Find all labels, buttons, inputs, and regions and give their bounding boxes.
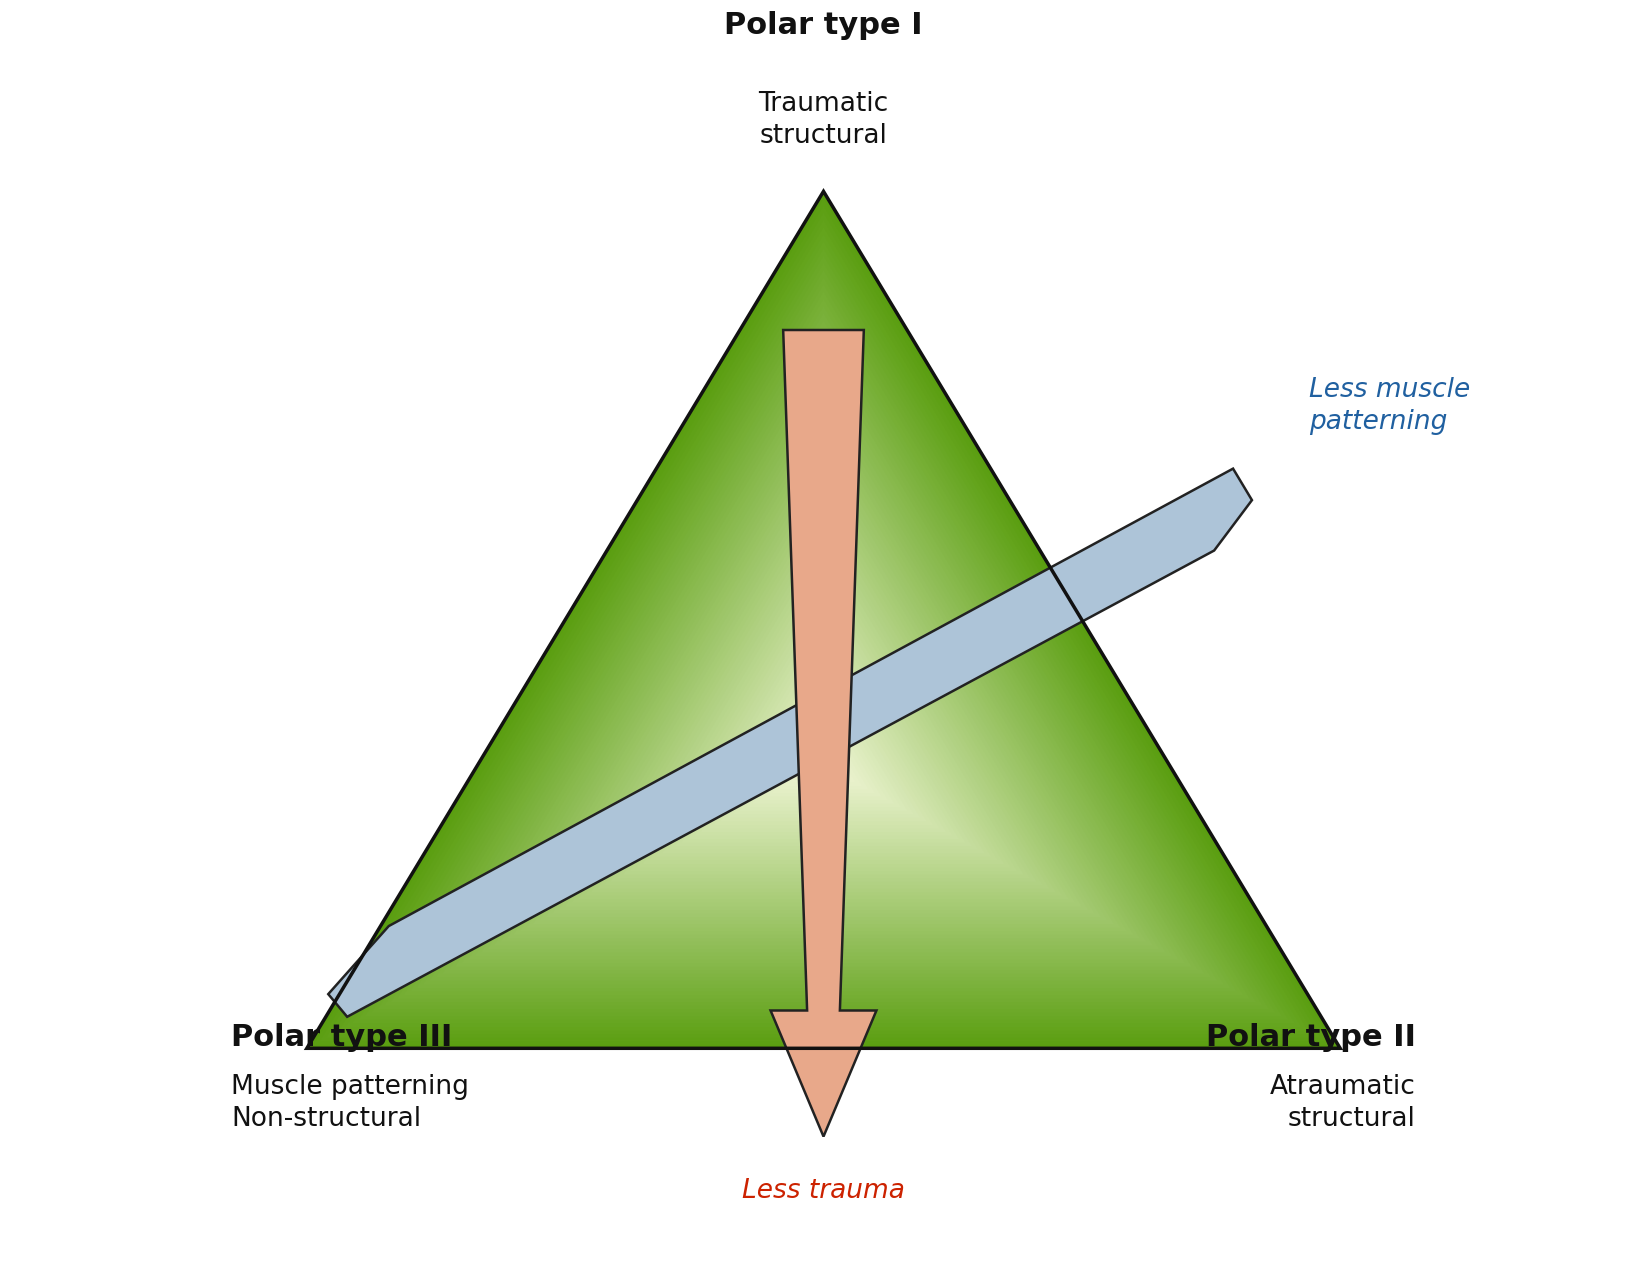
Polygon shape bbox=[713, 643, 934, 825]
Polygon shape bbox=[494, 400, 1153, 946]
Polygon shape bbox=[669, 593, 978, 850]
Polygon shape bbox=[520, 428, 1127, 932]
Polygon shape bbox=[539, 449, 1108, 920]
Polygon shape bbox=[545, 457, 1102, 917]
Polygon shape bbox=[390, 285, 1257, 1002]
Polygon shape bbox=[326, 213, 1321, 1037]
Polygon shape bbox=[443, 342, 1204, 974]
Polygon shape bbox=[372, 264, 1275, 1013]
Text: Polar type III: Polar type III bbox=[231, 1023, 453, 1051]
Polygon shape bbox=[397, 292, 1250, 999]
Polygon shape bbox=[791, 729, 856, 783]
Polygon shape bbox=[384, 278, 1263, 1006]
Polygon shape bbox=[481, 384, 1166, 952]
Polygon shape bbox=[328, 468, 1252, 1017]
Polygon shape bbox=[746, 679, 901, 807]
Polygon shape bbox=[591, 507, 1056, 892]
Polygon shape bbox=[759, 693, 888, 801]
Text: Less muscle
patterning: Less muscle patterning bbox=[1309, 377, 1469, 434]
Polygon shape bbox=[313, 199, 1334, 1045]
Polygon shape bbox=[474, 378, 1173, 956]
Polygon shape bbox=[675, 600, 972, 847]
Polygon shape bbox=[629, 550, 1018, 871]
Polygon shape bbox=[726, 657, 921, 819]
Polygon shape bbox=[649, 572, 998, 861]
Polygon shape bbox=[700, 629, 947, 833]
Polygon shape bbox=[810, 750, 837, 771]
Polygon shape bbox=[558, 471, 1089, 910]
Polygon shape bbox=[817, 757, 830, 769]
Polygon shape bbox=[662, 586, 985, 853]
Polygon shape bbox=[430, 327, 1217, 981]
Polygon shape bbox=[604, 521, 1043, 885]
Polygon shape bbox=[784, 722, 863, 785]
Polygon shape bbox=[733, 665, 914, 815]
Polygon shape bbox=[306, 191, 1341, 1048]
Polygon shape bbox=[514, 421, 1133, 934]
Polygon shape bbox=[501, 406, 1146, 942]
Polygon shape bbox=[455, 356, 1192, 966]
Polygon shape bbox=[656, 578, 991, 857]
Polygon shape bbox=[585, 499, 1062, 896]
Polygon shape bbox=[578, 493, 1069, 900]
Polygon shape bbox=[339, 227, 1308, 1031]
Polygon shape bbox=[695, 621, 952, 835]
Polygon shape bbox=[320, 206, 1327, 1041]
Polygon shape bbox=[772, 708, 875, 793]
Polygon shape bbox=[527, 435, 1120, 928]
Polygon shape bbox=[753, 686, 894, 803]
Polygon shape bbox=[565, 479, 1082, 906]
Text: Muscle patterning
Non-structural: Muscle patterning Non-structural bbox=[231, 1073, 469, 1132]
Polygon shape bbox=[779, 714, 868, 789]
Polygon shape bbox=[766, 700, 881, 797]
Polygon shape bbox=[618, 536, 1029, 878]
Polygon shape bbox=[572, 485, 1075, 903]
Polygon shape bbox=[771, 330, 876, 1137]
Text: Polar type I: Polar type I bbox=[725, 11, 922, 41]
Polygon shape bbox=[366, 256, 1281, 1016]
Polygon shape bbox=[804, 743, 843, 775]
Polygon shape bbox=[333, 220, 1314, 1034]
Polygon shape bbox=[306, 191, 1341, 1048]
Polygon shape bbox=[720, 651, 927, 821]
Polygon shape bbox=[359, 248, 1288, 1020]
Polygon shape bbox=[552, 463, 1095, 914]
Text: Traumatic
structural: Traumatic structural bbox=[758, 90, 889, 149]
Polygon shape bbox=[688, 615, 959, 839]
Polygon shape bbox=[488, 392, 1159, 950]
Polygon shape bbox=[797, 736, 850, 779]
Text: Less trauma: Less trauma bbox=[743, 1178, 904, 1204]
Polygon shape bbox=[346, 234, 1301, 1027]
Polygon shape bbox=[436, 335, 1211, 978]
Polygon shape bbox=[707, 635, 940, 829]
Polygon shape bbox=[682, 607, 965, 843]
Polygon shape bbox=[377, 270, 1270, 1009]
Polygon shape bbox=[642, 564, 1005, 864]
Polygon shape bbox=[468, 370, 1179, 960]
Polygon shape bbox=[611, 528, 1036, 882]
Text: Atraumatic
structural: Atraumatic structural bbox=[1270, 1073, 1416, 1132]
Polygon shape bbox=[623, 542, 1024, 875]
Polygon shape bbox=[507, 414, 1140, 938]
Polygon shape bbox=[352, 242, 1295, 1023]
Polygon shape bbox=[636, 556, 1011, 867]
Polygon shape bbox=[598, 514, 1049, 889]
Polygon shape bbox=[534, 442, 1113, 924]
Text: Polar type II: Polar type II bbox=[1206, 1023, 1416, 1051]
Polygon shape bbox=[450, 349, 1197, 970]
Polygon shape bbox=[404, 299, 1243, 995]
Polygon shape bbox=[417, 313, 1230, 988]
Polygon shape bbox=[423, 321, 1224, 984]
Polygon shape bbox=[740, 672, 907, 811]
Polygon shape bbox=[461, 363, 1186, 964]
Polygon shape bbox=[410, 306, 1237, 992]
